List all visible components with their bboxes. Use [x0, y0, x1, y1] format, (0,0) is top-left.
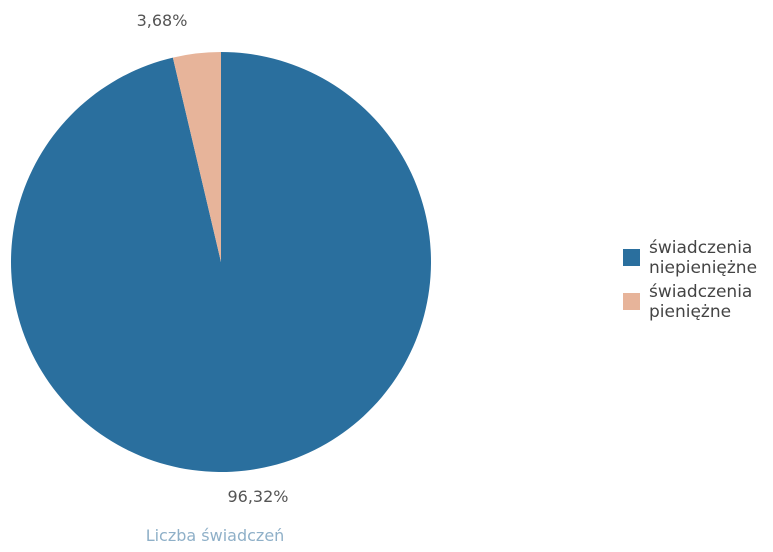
legend-swatch-2 [623, 293, 640, 310]
legend-label-1-line-2: niepieniężne [649, 258, 757, 278]
legend-label-2-line-1: świadczenia [649, 282, 752, 302]
chart-title: Liczba świadczeń [146, 526, 285, 545]
pie-slices [11, 52, 431, 472]
legend-swatch-1 [623, 249, 640, 266]
slice-value-label-1: 96,32% [227, 487, 288, 506]
legend-label-1-line-1: świadczenia [649, 238, 752, 258]
slice-value-label-2: 3,68% [137, 11, 188, 30]
legend-label-2-line-2: pieniężne [649, 302, 731, 322]
legend: świadczenianiepieniężneświadczeniapienię… [623, 238, 757, 322]
